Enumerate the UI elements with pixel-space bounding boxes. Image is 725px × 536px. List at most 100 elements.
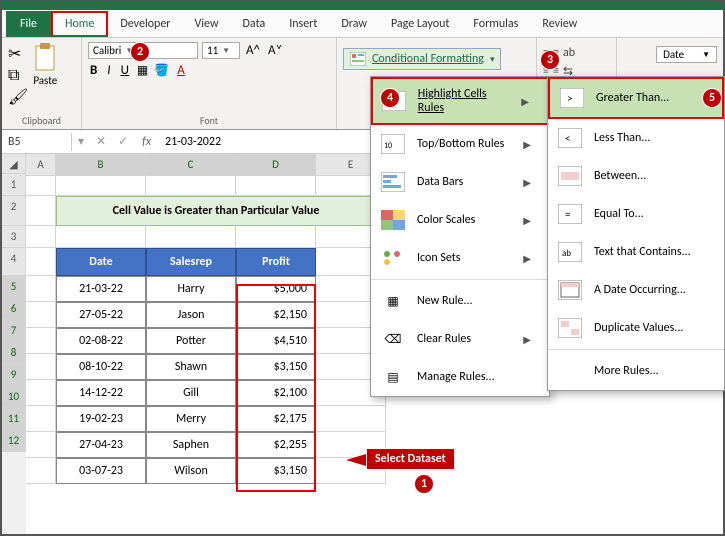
cell-rep[interactable]: Jason	[146, 302, 236, 328]
format-painter-icon[interactable]: 🖌	[8, 87, 28, 107]
callout-select-dataset: Select Dataset	[366, 448, 455, 470]
table-row: 02-08-22Potter$4,510	[26, 328, 386, 354]
row-header[interactable]: 4	[2, 248, 26, 276]
cell-date[interactable]: 08-10-22	[56, 354, 146, 380]
number-format-combo[interactable]: Date ▼	[656, 46, 717, 63]
increase-font-icon[interactable]: A^	[244, 43, 262, 58]
menu-more-rules[interactable]: More Rules...	[548, 352, 724, 390]
cell-profit[interactable]: $2,255	[236, 432, 316, 458]
menu-duplicate-values[interactable]: Duplicate Values...	[548, 309, 724, 347]
cancel-icon[interactable]: ✕	[90, 134, 112, 149]
cell-rep[interactable]: Harry	[146, 276, 236, 302]
cell-profit[interactable]: $2,175	[236, 406, 316, 432]
row-header[interactable]: 7	[2, 320, 26, 342]
row-header[interactable]: 10	[2, 386, 26, 408]
tab-view[interactable]: View	[182, 13, 230, 35]
col-header[interactable]: C	[146, 154, 236, 176]
menu-icon-sets[interactable]: Icon Sets ▶	[371, 239, 549, 277]
tab-file[interactable]: File	[6, 11, 51, 37]
cell-profit[interactable]: $3,150	[236, 354, 316, 380]
font-color-button[interactable]: A	[175, 63, 187, 78]
menu-clear-rules[interactable]: ⌫ Clear Rules ▶	[371, 320, 549, 358]
chevron-down-icon[interactable]: ▾	[72, 134, 90, 149]
wrap-text-icon[interactable]: ab	[563, 46, 575, 60]
menu-date-occurring[interactable]: A Date Occurring...	[548, 271, 724, 309]
col-header[interactable]: D	[236, 154, 316, 176]
cell-rep[interactable]: Gill	[146, 380, 236, 406]
formula-value[interactable]: 21-03-2022	[159, 135, 227, 149]
border-button[interactable]: ▦	[137, 63, 148, 78]
paste-button[interactable]: Paste	[32, 42, 58, 87]
col-header[interactable]: A	[26, 154, 56, 176]
menu-color-scales[interactable]: Color Scales ▶	[371, 201, 549, 239]
decrease-font-icon[interactable]: A˅	[266, 43, 285, 58]
table-row: 14-12-22Gill$2,100	[26, 380, 386, 406]
chevron-right-icon: ▶	[523, 333, 531, 346]
bold-button[interactable]: B	[88, 63, 99, 78]
tab-insert[interactable]: Insert	[277, 13, 329, 35]
tab-data[interactable]: Data	[231, 13, 278, 35]
row-header[interactable]: 5	[2, 276, 26, 298]
cell-date[interactable]: 27-05-22	[56, 302, 146, 328]
select-all-corner[interactable]: ◢	[2, 154, 26, 174]
row-header[interactable]: 8	[2, 342, 26, 364]
cell-date[interactable]: 21-03-22	[56, 276, 146, 302]
tab-home[interactable]: Home	[51, 11, 108, 37]
row-header[interactable]: 2	[2, 196, 26, 226]
cells-area[interactable]: A B C D E Cell Value is Greater than Par…	[26, 154, 386, 534]
copy-icon[interactable]: ⧉	[8, 66, 28, 85]
cell-rep[interactable]: Potter	[146, 328, 236, 354]
tab-draw[interactable]: Draw	[329, 13, 379, 35]
cell-date[interactable]: 02-08-22	[56, 328, 146, 354]
group-label-clipboard: Clipboard	[8, 114, 75, 127]
menu-new-rule[interactable]: ▦ New Rule...	[371, 282, 549, 320]
cell-date[interactable]: 03-07-23	[56, 458, 146, 484]
ribbon-tabs: File Home Developer View Data Insert Dra…	[2, 10, 723, 38]
row-header[interactable]: 3	[2, 226, 26, 248]
fill-color-button[interactable]: 🪣	[154, 63, 169, 78]
font-size-combo[interactable]: 11▼	[202, 42, 240, 59]
tab-page-layout[interactable]: Page Layout	[379, 13, 461, 35]
col-header[interactable]: B	[56, 154, 146, 176]
row-header[interactable]: 1	[2, 174, 26, 196]
fx-icon[interactable]: fx	[134, 135, 159, 149]
cell-rep[interactable]: Merry	[146, 406, 236, 432]
menu-between[interactable]: Between...	[548, 157, 724, 195]
cell-rep[interactable]: Shawn	[146, 354, 236, 380]
callout-number-1: 1	[414, 474, 434, 494]
cell-date[interactable]: 19-02-23	[56, 406, 146, 432]
menu-equal-to[interactable]: = Equal To...	[548, 195, 724, 233]
cell-profit[interactable]: $5,000	[236, 276, 316, 302]
conditional-formatting-button[interactable]: Conditional Formatting ▾	[343, 48, 501, 70]
svg-text:>: >	[567, 92, 572, 105]
italic-button[interactable]: I	[105, 63, 112, 78]
underline-button[interactable]: U	[119, 63, 131, 78]
cell-profit[interactable]: $2,100	[236, 380, 316, 406]
row-header[interactable]: 12	[2, 430, 26, 452]
tab-developer[interactable]: Developer	[108, 13, 182, 35]
cell-date[interactable]: 27-04-23	[56, 432, 146, 458]
cell-profit[interactable]: $2,150	[236, 302, 316, 328]
menu-label: Icon Sets	[417, 251, 460, 265]
topbottom-icon: 10	[379, 133, 407, 155]
row-header[interactable]: 6	[2, 298, 26, 320]
row-header[interactable]: 9	[2, 364, 26, 386]
cell-rep[interactable]: Wilson	[146, 458, 236, 484]
cell-rep[interactable]: Saphen	[146, 432, 236, 458]
cell-profit[interactable]: $4,510	[236, 328, 316, 354]
text-contains-icon: ab	[556, 241, 584, 263]
tab-review[interactable]: Review	[530, 13, 589, 35]
cell-profit[interactable]: $3,150	[236, 458, 316, 484]
row-header[interactable]: 11	[2, 408, 26, 430]
menu-manage-rules[interactable]: ▤ Manage Rules...	[371, 358, 549, 396]
menu-data-bars[interactable]: Data Bars ▶	[371, 163, 549, 201]
tab-formulas[interactable]: Formulas	[461, 13, 530, 35]
name-box[interactable]: B5	[2, 133, 72, 151]
menu-text-contains[interactable]: ab Text that Contains...	[548, 233, 724, 271]
menu-less-than[interactable]: < Less Than...	[548, 119, 724, 157]
menu-greater-than[interactable]: > Greater Than...	[548, 77, 724, 119]
menu-top-bottom-rules[interactable]: 10 Top/Bottom Rules ▶	[371, 125, 549, 163]
cell-date[interactable]: 14-12-22	[56, 380, 146, 406]
enter-icon[interactable]: ✓	[112, 134, 134, 149]
cut-icon[interactable]: ✂	[8, 44, 28, 64]
